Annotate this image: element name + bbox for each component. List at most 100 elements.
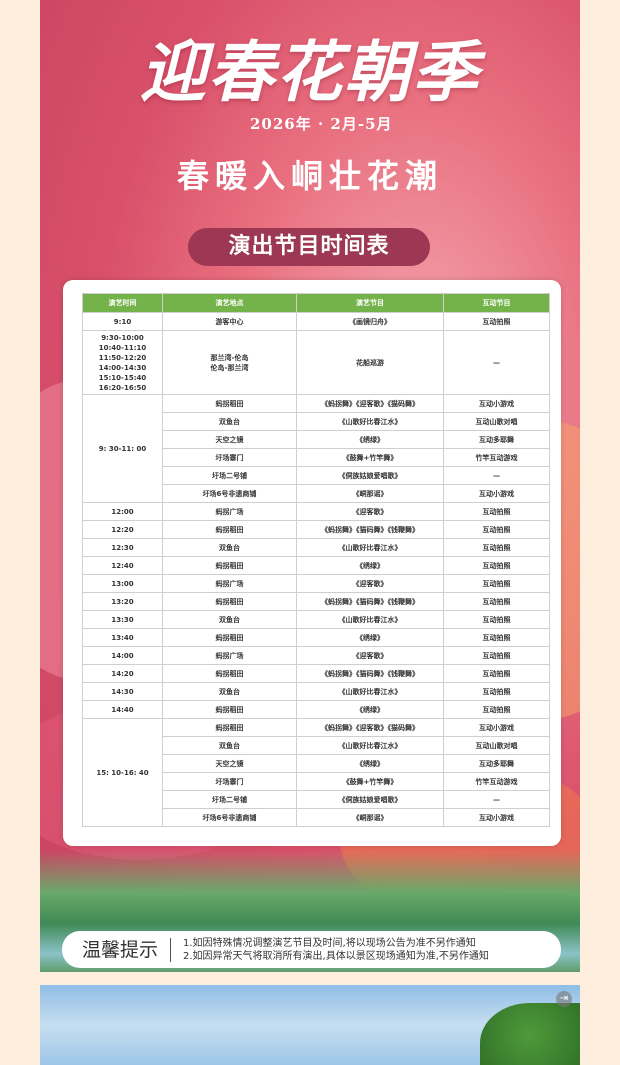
table-row: 12:00 蚂拐广场 《迎客歌》 互动拍照 [82, 502, 550, 521]
show-cell: 《绣绿》 [296, 556, 444, 575]
show-cell: 花船巡游 [296, 330, 444, 395]
place-cell: 蚂拐稻田 [162, 718, 297, 737]
table-row: 双鱼台 《山歌好比春江水》 互动山歌对唱 [83, 412, 550, 431]
place-cell: 蚂拐稻田 [162, 700, 297, 719]
place-cell: 天空之镜 [162, 430, 297, 449]
table-row: 12:20 蚂拐稻田 《蚂拐舞》《猫码舞》《钱鞭舞》 互动拍照 [82, 520, 550, 539]
table-row: 圩场二号铺 《侗族姑娘爱唱歌》 — [83, 466, 550, 485]
table-row: 15: 10-16: 40 蚂拐稻田 《蚂拐舞》《迎客歌》《猫码舞》 互动小游戏 [82, 718, 550, 827]
table-row: 圩场寨门 《鼓舞+竹竿舞》 竹竿互动游戏 [83, 448, 550, 467]
table-row: 14:00 蚂拐广场 《迎客歌》 互动拍照 [82, 646, 550, 665]
time-cell: 12:40 [82, 556, 163, 575]
table-row: 9: 30-11: 00 蚂拐稻田 《蚂拐舞》《迎客歌》《猫码舞》 互动小游戏 [82, 394, 550, 503]
place-cell: 那兰湾-伦岛 伦岛-那兰湾 [162, 330, 297, 395]
show-cell: 《山歌好比春江水》 [296, 682, 444, 701]
poster-subtitle: 春暖入峒壮花潮 [176, 157, 443, 195]
tree-image [480, 1003, 580, 1065]
show-cell: 《迎客歌》 [296, 502, 444, 521]
time-cell: 14:00 [82, 646, 163, 665]
interactive-cell: 互动拍照 [443, 312, 550, 331]
table-row: 14:40 蚂拐稻田 《绣绿》 互动拍照 [82, 700, 550, 719]
schedule-table: 演艺时间 演艺地点 演艺节目 互动节目 9:10 游客中心 《画镜归舟》 互动拍照 9:… [82, 293, 550, 827]
show-cell: 《鼓舞+竹竿舞》 [296, 772, 444, 791]
interactive-cell: 互动拍照 [443, 502, 550, 521]
interactive-cell: 互动多耶舞 [443, 754, 550, 773]
tips-lines: 1.如因特殊情况调整演艺节目及时间,将以现场公告为准不另作通知 2.如因异常天气… [183, 935, 561, 965]
table-row: 13:20 蚂拐稻田 《蚂拐舞》《猫码舞》《钱鞭舞》 互动拍照 [82, 592, 550, 611]
show-cell: 《绣绿》 [296, 430, 444, 449]
time-cell: 9:30-10:00 10:40-11:10 11:50-12:20 14:00… [82, 330, 163, 395]
interactive-cell: 互动拍照 [443, 700, 550, 719]
header-show: 演艺节目 [296, 293, 444, 313]
show-cell: 《蚂拐舞》《猫码舞》《钱鞭舞》 [296, 664, 444, 683]
table-row: 9:10 游客中心 《画镜归舟》 互动拍照 [82, 312, 550, 331]
show-cell: 《蚂拐舞》《迎客歌》《猫码舞》 [296, 718, 444, 737]
table-row: 14:20 蚂拐稻田 《蚂拐舞》《猫码舞》《钱鞭舞》 互动拍照 [82, 664, 550, 683]
interactive-cell: 互动拍照 [443, 682, 550, 701]
table-row: 13:00 蚂拐广场 《迎客歌》 互动拍照 [82, 574, 550, 593]
show-cell: 《峒那谣》 [296, 484, 444, 503]
tips-banner: 温馨提示 1.如因特殊情况调整演艺节目及时间,将以现场公告为准不另作通知 2.如… [62, 931, 561, 968]
place-cell: 游客中心 [162, 312, 297, 331]
show-cell: 《迎客歌》 [296, 574, 444, 593]
show-cell: 《蚂拐舞》《猫码舞》《钱鞭舞》 [296, 520, 444, 539]
interactive-cell: 竹竿互动游戏 [443, 448, 550, 467]
interactive-cell: — [443, 330, 550, 395]
time-cell: 15: 10-16: 40 [82, 718, 163, 827]
scenery-photo: ⇥ [40, 985, 580, 1065]
show-cell: 《侗族姑娘爱唱歌》 [296, 790, 444, 809]
time-cell: 12:20 [82, 520, 163, 539]
interactive-cell: 互动拍照 [443, 520, 550, 539]
time-cell: 14:30 [82, 682, 163, 701]
show-cell: 《侗族姑娘爱唱歌》 [296, 466, 444, 485]
interactive-cell: 互动小游戏 [443, 808, 550, 827]
time-cell: 12:30 [82, 538, 163, 557]
time-cell: 9:10 [82, 312, 163, 331]
time-cell: 12:00 [82, 502, 163, 521]
place-cell: 蚂拐广场 [162, 574, 297, 593]
header-time: 演艺时间 [82, 293, 163, 313]
place-cell: 双鱼台 [162, 538, 297, 557]
exit-fullscreen-icon[interactable]: ⇥ [556, 991, 572, 1007]
interactive-cell: 互动拍照 [443, 592, 550, 611]
place-cell: 圩场二号铺 [162, 466, 297, 485]
table-row: 双鱼台 《山歌好比春江水》 互动山歌对唱 [83, 736, 550, 755]
place-cell: 蚂拐广场 [162, 502, 297, 521]
show-cell: 《绣绿》 [296, 700, 444, 719]
place-cell: 蚂拐稻田 [162, 556, 297, 575]
table-row: 14:30 双鱼台 《山歌好比春江水》 互动拍照 [82, 682, 550, 701]
time-cell: 13:30 [82, 610, 163, 629]
interactive-cell: 互动小游戏 [443, 394, 550, 413]
show-cell: 《绣绿》 [296, 754, 444, 773]
show-cell: 《画镜归舟》 [296, 312, 444, 331]
place-cell: 蚂拐稻田 [162, 628, 297, 647]
table-header-row: 演艺时间 演艺地点 演艺节目 互动节目 [82, 293, 550, 313]
show-cell: 《鼓舞+竹竿舞》 [296, 448, 444, 467]
tip-line: 1.如因特殊情况调整演艺节目及时间,将以现场公告为准不另作通知 [183, 937, 476, 949]
header-place: 演艺地点 [162, 293, 297, 313]
table-row: 9:30-10:00 10:40-11:10 11:50-12:20 14:00… [82, 330, 550, 395]
place-cell: 圩场6号非遗商铺 [162, 484, 297, 503]
tip-line: 2.如因异常天气将取消所有演出,具体以景区现场通知为准,不另作通知 [183, 950, 489, 962]
time-cell: 9: 30-11: 00 [82, 394, 163, 503]
table-row: 13:30 双鱼台 《山歌好比春江水》 互动拍照 [82, 610, 550, 629]
table-row: 12:30 双鱼台 《山歌好比春江水》 互动拍照 [82, 538, 550, 557]
interactive-cell: — [443, 790, 550, 809]
interactive-cell: 互动拍照 [443, 610, 550, 629]
place-cell: 双鱼台 [162, 610, 297, 629]
interactive-cell: 竹竿互动游戏 [443, 772, 550, 791]
place-cell: 蚂拐稻田 [162, 664, 297, 683]
table-row: 圩场寨门 《鼓舞+竹竿舞》 竹竿互动游戏 [83, 772, 550, 791]
time-cell: 14:40 [82, 700, 163, 719]
time-cell: 14:20 [82, 664, 163, 683]
interactive-cell: 互动拍照 [443, 574, 550, 593]
place-cell: 蚂拐广场 [162, 646, 297, 665]
event-poster: 迎春花朝季 2026年 · 2月-5月 春暖入峒壮花潮 演出节目时间表 演艺时间… [40, 0, 580, 972]
show-cell: 《迎客歌》 [296, 646, 444, 665]
interactive-cell: 互动拍照 [443, 646, 550, 665]
interactive-cell: 互动拍照 [443, 628, 550, 647]
place-cell: 双鱼台 [162, 682, 297, 701]
time-cell: 13:00 [82, 574, 163, 593]
interactive-cell: 互动多耶舞 [443, 430, 550, 449]
interactive-cell: 互动小游戏 [443, 718, 550, 737]
